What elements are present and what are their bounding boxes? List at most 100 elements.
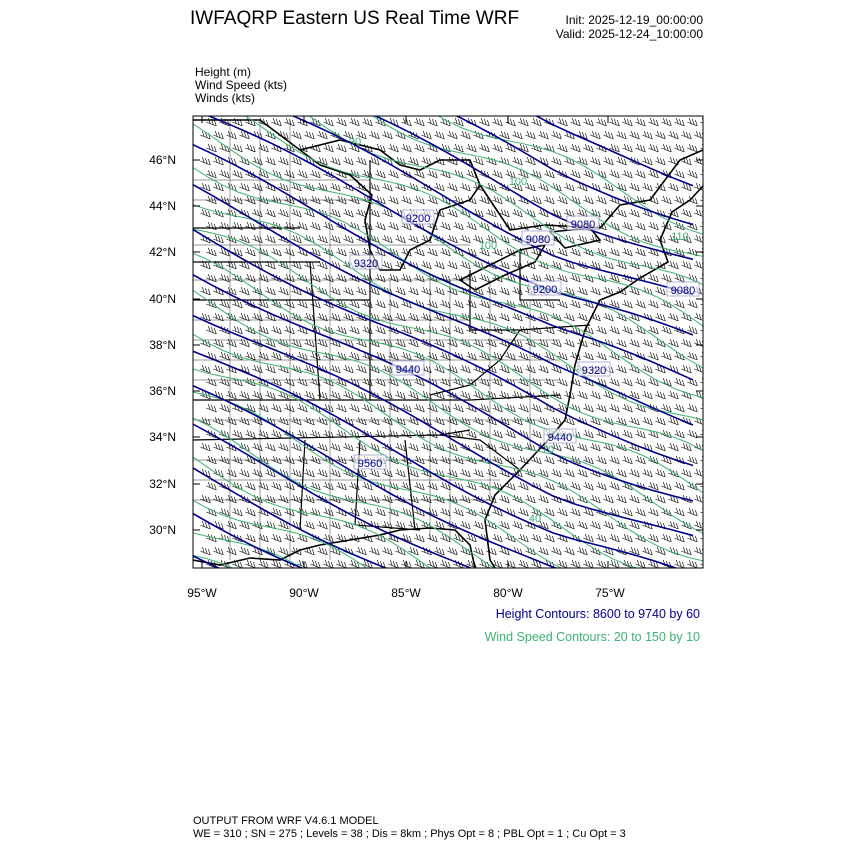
wind-barb xyxy=(609,247,620,257)
wind-barb xyxy=(317,312,328,322)
wind-barb xyxy=(583,507,594,517)
wind-barb xyxy=(245,143,256,153)
wind-barb xyxy=(609,117,620,127)
wind-barb xyxy=(635,169,646,179)
wind-barb xyxy=(466,299,477,309)
wind-barb xyxy=(414,377,425,387)
wind-barb xyxy=(291,130,302,140)
wind-barb xyxy=(375,507,386,517)
wind-barb xyxy=(349,325,360,335)
wind-barb xyxy=(395,156,406,166)
wind-barb xyxy=(382,364,393,374)
wind-barb xyxy=(447,442,458,452)
height-contour xyxy=(193,593,693,814)
wind-barb xyxy=(505,169,516,179)
wind-barb xyxy=(544,481,555,491)
lon-tick-label: 85°W xyxy=(391,586,421,600)
wind-barb xyxy=(525,182,536,192)
wind-speed-contour xyxy=(193,532,303,568)
wind-barb xyxy=(388,195,399,205)
wind-barb xyxy=(245,429,256,439)
wind-barb xyxy=(609,455,620,465)
wind-barb xyxy=(570,351,581,361)
wind-barb xyxy=(258,507,269,517)
height-contour xyxy=(193,274,694,502)
wind-barb xyxy=(512,312,523,322)
wind-barb xyxy=(544,325,555,335)
wind-barb xyxy=(200,520,211,530)
wind-barb xyxy=(648,221,659,231)
wind-barb xyxy=(486,520,497,530)
wind-barb xyxy=(687,221,698,231)
wind-barb xyxy=(596,533,607,543)
wind-barb xyxy=(239,416,250,426)
wind-barb xyxy=(551,130,562,140)
wind-barb xyxy=(356,546,367,556)
wind-barb xyxy=(525,520,536,530)
wind-barb xyxy=(252,442,263,452)
wind-barb xyxy=(252,156,263,166)
wind-barb xyxy=(609,403,620,413)
wind-barb xyxy=(434,520,445,530)
wind-barb xyxy=(375,195,386,205)
wind-barb xyxy=(609,273,620,283)
wind-barb xyxy=(375,299,386,309)
wind-barb xyxy=(629,130,640,140)
wind-barb xyxy=(629,286,640,296)
wind-barb xyxy=(349,299,360,309)
lat-tick-label: 42°N xyxy=(149,245,176,259)
lake-erie xyxy=(458,243,547,291)
wind-barb xyxy=(479,377,490,387)
wind-barb xyxy=(440,455,451,465)
wind-barb xyxy=(369,234,380,244)
wind-barb xyxy=(609,507,620,517)
wind-barb xyxy=(440,117,451,127)
wind-barb xyxy=(518,325,529,335)
wind-barb xyxy=(505,533,516,543)
wind-barb xyxy=(661,377,672,387)
wind-barb xyxy=(213,468,224,478)
wind-barb xyxy=(291,416,302,426)
wind-barb xyxy=(245,455,256,465)
wind-barb xyxy=(473,130,484,140)
wind-barb xyxy=(635,533,646,543)
wind-barb xyxy=(304,390,315,400)
wind-barb xyxy=(512,338,523,348)
height-contour-label: 9080 xyxy=(571,219,595,231)
wind-barb xyxy=(466,403,477,413)
wind-barb xyxy=(356,442,367,452)
wind-barb xyxy=(375,377,386,387)
wind-barb xyxy=(531,195,542,205)
wind-barb xyxy=(570,559,581,568)
wind-barb xyxy=(421,286,432,296)
wind-barb xyxy=(570,299,581,309)
wind-barb xyxy=(258,429,269,439)
wind-barb xyxy=(564,416,575,426)
wind-barb xyxy=(616,442,627,452)
speed-contour-label: 100 xyxy=(509,176,527,188)
wind-barb xyxy=(460,520,471,530)
wind-barb xyxy=(258,247,269,257)
wind-barb xyxy=(525,546,536,556)
wind-barb xyxy=(213,182,224,192)
wind-barb xyxy=(206,117,217,127)
wind-barb xyxy=(317,416,328,426)
wind-barb xyxy=(414,221,425,231)
wind-barb xyxy=(401,221,412,231)
wind-barb xyxy=(382,234,393,244)
wind-barb xyxy=(310,455,321,465)
lon-tick-label: 75°W xyxy=(595,586,625,600)
wind-barb xyxy=(278,494,289,504)
wind-barb xyxy=(499,468,510,478)
speed-contour-labels: 90 100 110 100 70 40 xyxy=(349,136,689,525)
wind-barb xyxy=(388,507,399,517)
wind-barb xyxy=(492,143,503,153)
wind-barb xyxy=(694,520,703,529)
wind-barb xyxy=(609,299,620,309)
wind-barb xyxy=(596,481,607,491)
wind-barb xyxy=(206,403,217,413)
wind-barb xyxy=(226,520,237,530)
wind-barb xyxy=(603,390,614,400)
wind-barb xyxy=(369,468,380,478)
wind-barb xyxy=(291,156,302,166)
